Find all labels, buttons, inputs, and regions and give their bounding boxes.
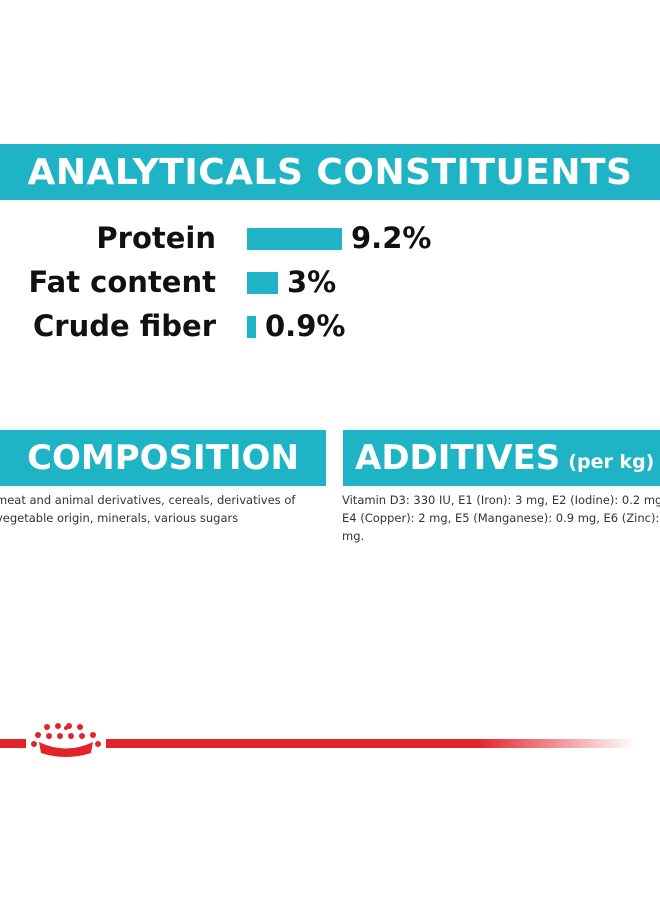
analytics-title-banner: ANALYTICALS CONSTITUENTS xyxy=(0,144,660,200)
crown-logo-icon xyxy=(31,723,101,757)
brand-line-left xyxy=(0,739,26,748)
additives-title: ADDITIVES xyxy=(355,438,561,478)
crude-fiber-value: 0.9% xyxy=(265,309,346,343)
fat-content-value: 3% xyxy=(287,265,337,299)
crude-fiber-label: Crude fiber xyxy=(33,309,216,343)
protein-label: Protein xyxy=(96,221,216,255)
fat-content-label: Fat content xyxy=(28,265,216,299)
protein-value: 9.2% xyxy=(351,221,432,255)
additives-title-suffix: (per kg) xyxy=(568,451,655,473)
additives-title-banner: ADDITIVES (per kg) xyxy=(343,430,660,486)
additives-text: Vitamin D3: 330 IU, E1 (Iron): 3 mg, E2 … xyxy=(342,493,660,543)
protein-bar xyxy=(247,228,342,250)
composition-title: COMPOSITION xyxy=(27,438,299,478)
fat-content-bar xyxy=(247,272,278,294)
brand-line xyxy=(106,739,636,748)
composition-title-banner: COMPOSITION xyxy=(0,430,326,486)
crude-fiber-bar xyxy=(247,316,256,338)
composition-text: meat and animal derivatives, cereals, de… xyxy=(0,493,296,525)
analytics-title: ANALYTICALS CONSTITUENTS xyxy=(27,151,633,193)
